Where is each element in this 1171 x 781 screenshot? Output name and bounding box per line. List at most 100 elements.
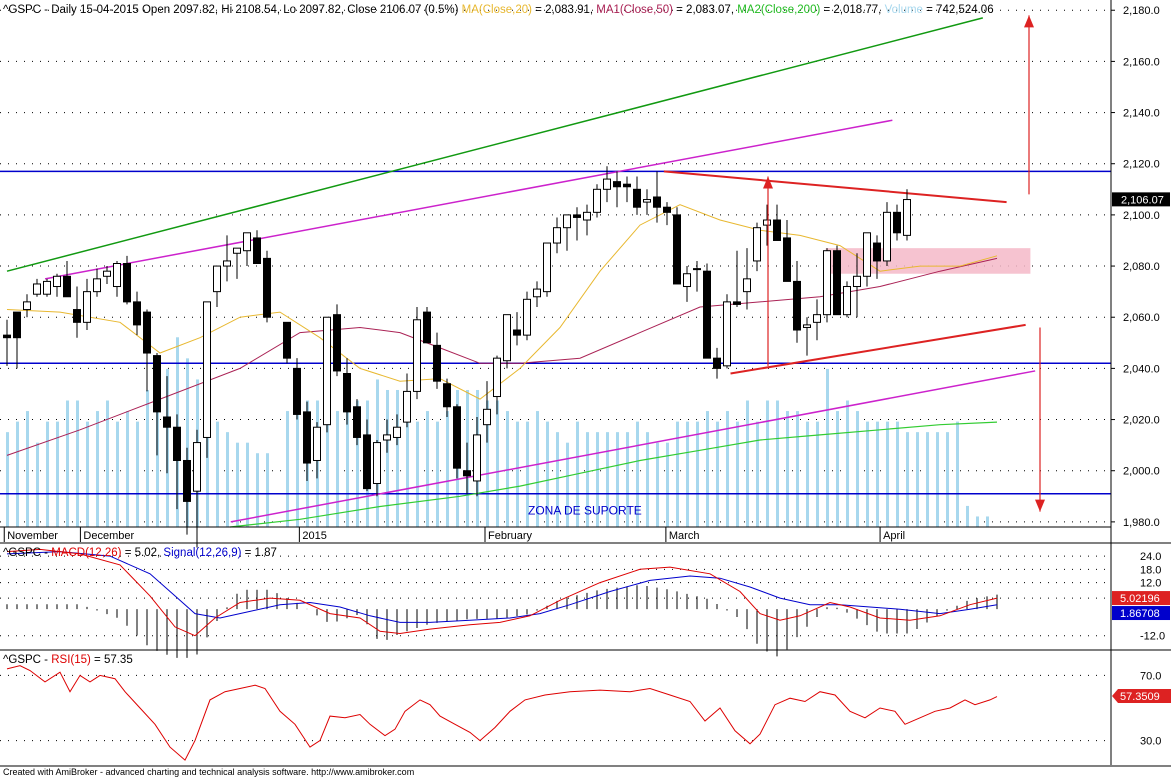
candle: [513, 312, 521, 346]
candle-body: [653, 196, 661, 208]
candle-body: [863, 232, 871, 277]
macd-label: MACD(12,26): [51, 547, 121, 559]
signal-value-box-label: 1.86708: [1120, 608, 1160, 620]
volume-bar: [266, 453, 269, 527]
month-label: March: [669, 530, 700, 542]
candle-body: [643, 199, 651, 203]
candle: [373, 440, 381, 497]
candle-body: [463, 470, 471, 477]
candle: [493, 355, 501, 415]
candle-body: [503, 314, 511, 362]
volume-bar: [786, 411, 789, 527]
candle: [713, 347, 721, 379]
candle-body: [873, 242, 881, 262]
volume-bar: [86, 421, 89, 527]
macd-tick-label: 12.0: [1140, 578, 1161, 590]
price-tick-label: 2,100.0: [1123, 210, 1160, 222]
candle-body: [93, 278, 101, 293]
candle: [573, 207, 581, 241]
candle: [633, 176, 641, 215]
candle-body: [593, 188, 601, 213]
candle-body: [53, 275, 61, 288]
candle: [113, 260, 121, 297]
candle: [363, 419, 371, 492]
candle: [893, 204, 901, 241]
candle-body: [753, 227, 761, 262]
candle-body: [263, 257, 271, 318]
candle: [443, 378, 451, 417]
candle-body: [173, 426, 181, 461]
volume-bar: [506, 411, 509, 527]
volume-bar: [216, 421, 219, 527]
last-price-label: 2,106.07: [1121, 194, 1164, 206]
header-ma-label: MA(Close,20): [462, 4, 532, 16]
candle-body: [603, 178, 611, 190]
header-ohlc: ^GSPC - Daily 15-04-2015 Open 2097.82, H…: [3, 4, 462, 16]
volume-bar: [956, 421, 959, 527]
arrow-head: [1035, 499, 1045, 512]
candle-body: [13, 311, 21, 339]
volume-bar: [246, 442, 249, 527]
volume-bar: [706, 411, 709, 527]
candle: [63, 260, 71, 298]
candle: [253, 230, 261, 265]
volume-bar: [736, 421, 739, 527]
volume-bar: [446, 411, 449, 527]
candle-body: [773, 219, 781, 241]
candle-body: [413, 319, 421, 392]
candle: [533, 281, 541, 307]
header-ma1-label: MA1(Close,50): [596, 4, 673, 16]
candle: [173, 414, 181, 510]
candle: [473, 416, 481, 497]
volume-bar: [766, 400, 769, 527]
volume-bar: [676, 421, 679, 527]
candle: [403, 373, 411, 428]
rsi-tick-label: 70.0: [1140, 670, 1161, 682]
candle-body: [383, 434, 391, 441]
volume-bar: [526, 421, 529, 527]
macd-pane: 24.018.012.05.0-12.0^GSPC - MACD(12,26) …: [0, 547, 1170, 658]
candle-body: [243, 232, 251, 252]
candle: [583, 204, 591, 236]
candle-body: [83, 291, 91, 323]
candle: [3, 319, 11, 366]
macd-header: ^GSPC - MACD(12,26) = 5.02, Signal(12,26…: [3, 547, 277, 559]
candle-body: [283, 321, 291, 359]
signal-value-box: [1112, 606, 1170, 621]
price-tick-label: 2,120.0: [1123, 159, 1160, 171]
volume-bar: [136, 421, 139, 527]
volume-bar: [186, 358, 189, 527]
candle-body: [543, 242, 551, 293]
price-tick-label: 2,180.0: [1123, 5, 1160, 17]
ma20-line: [6, 204, 998, 400]
candle: [263, 250, 271, 323]
candle-body: [293, 367, 301, 415]
candle-body: [3, 334, 11, 339]
candle: [773, 204, 781, 241]
volume-bar: [616, 432, 619, 527]
candle: [763, 204, 771, 246]
volume-bar: [596, 432, 599, 527]
volume-bar: [876, 421, 879, 527]
macd-tick-label: 24.0: [1140, 551, 1161, 563]
candle-body: [673, 214, 681, 285]
candle-body: [123, 263, 131, 303]
candle: [333, 304, 341, 377]
header-ma2-label: MA2(Close,200): [737, 4, 820, 16]
candle: [93, 268, 101, 297]
candle-body: [483, 408, 491, 426]
volume-bar: [986, 516, 989, 527]
candle-body: [793, 280, 801, 331]
candle: [303, 401, 311, 481]
volume-bar: [226, 432, 229, 527]
volume-bar: [16, 421, 19, 527]
volume-bar: [656, 442, 659, 527]
volume-bar: [556, 432, 559, 527]
candle: [793, 260, 801, 343]
signal-label: Signal(12,26,9): [163, 547, 241, 559]
last-price-box: [1112, 192, 1170, 207]
candle: [43, 278, 51, 297]
candle-body: [573, 214, 581, 218]
volume-bar: [666, 442, 669, 527]
volume-bar: [856, 411, 859, 527]
